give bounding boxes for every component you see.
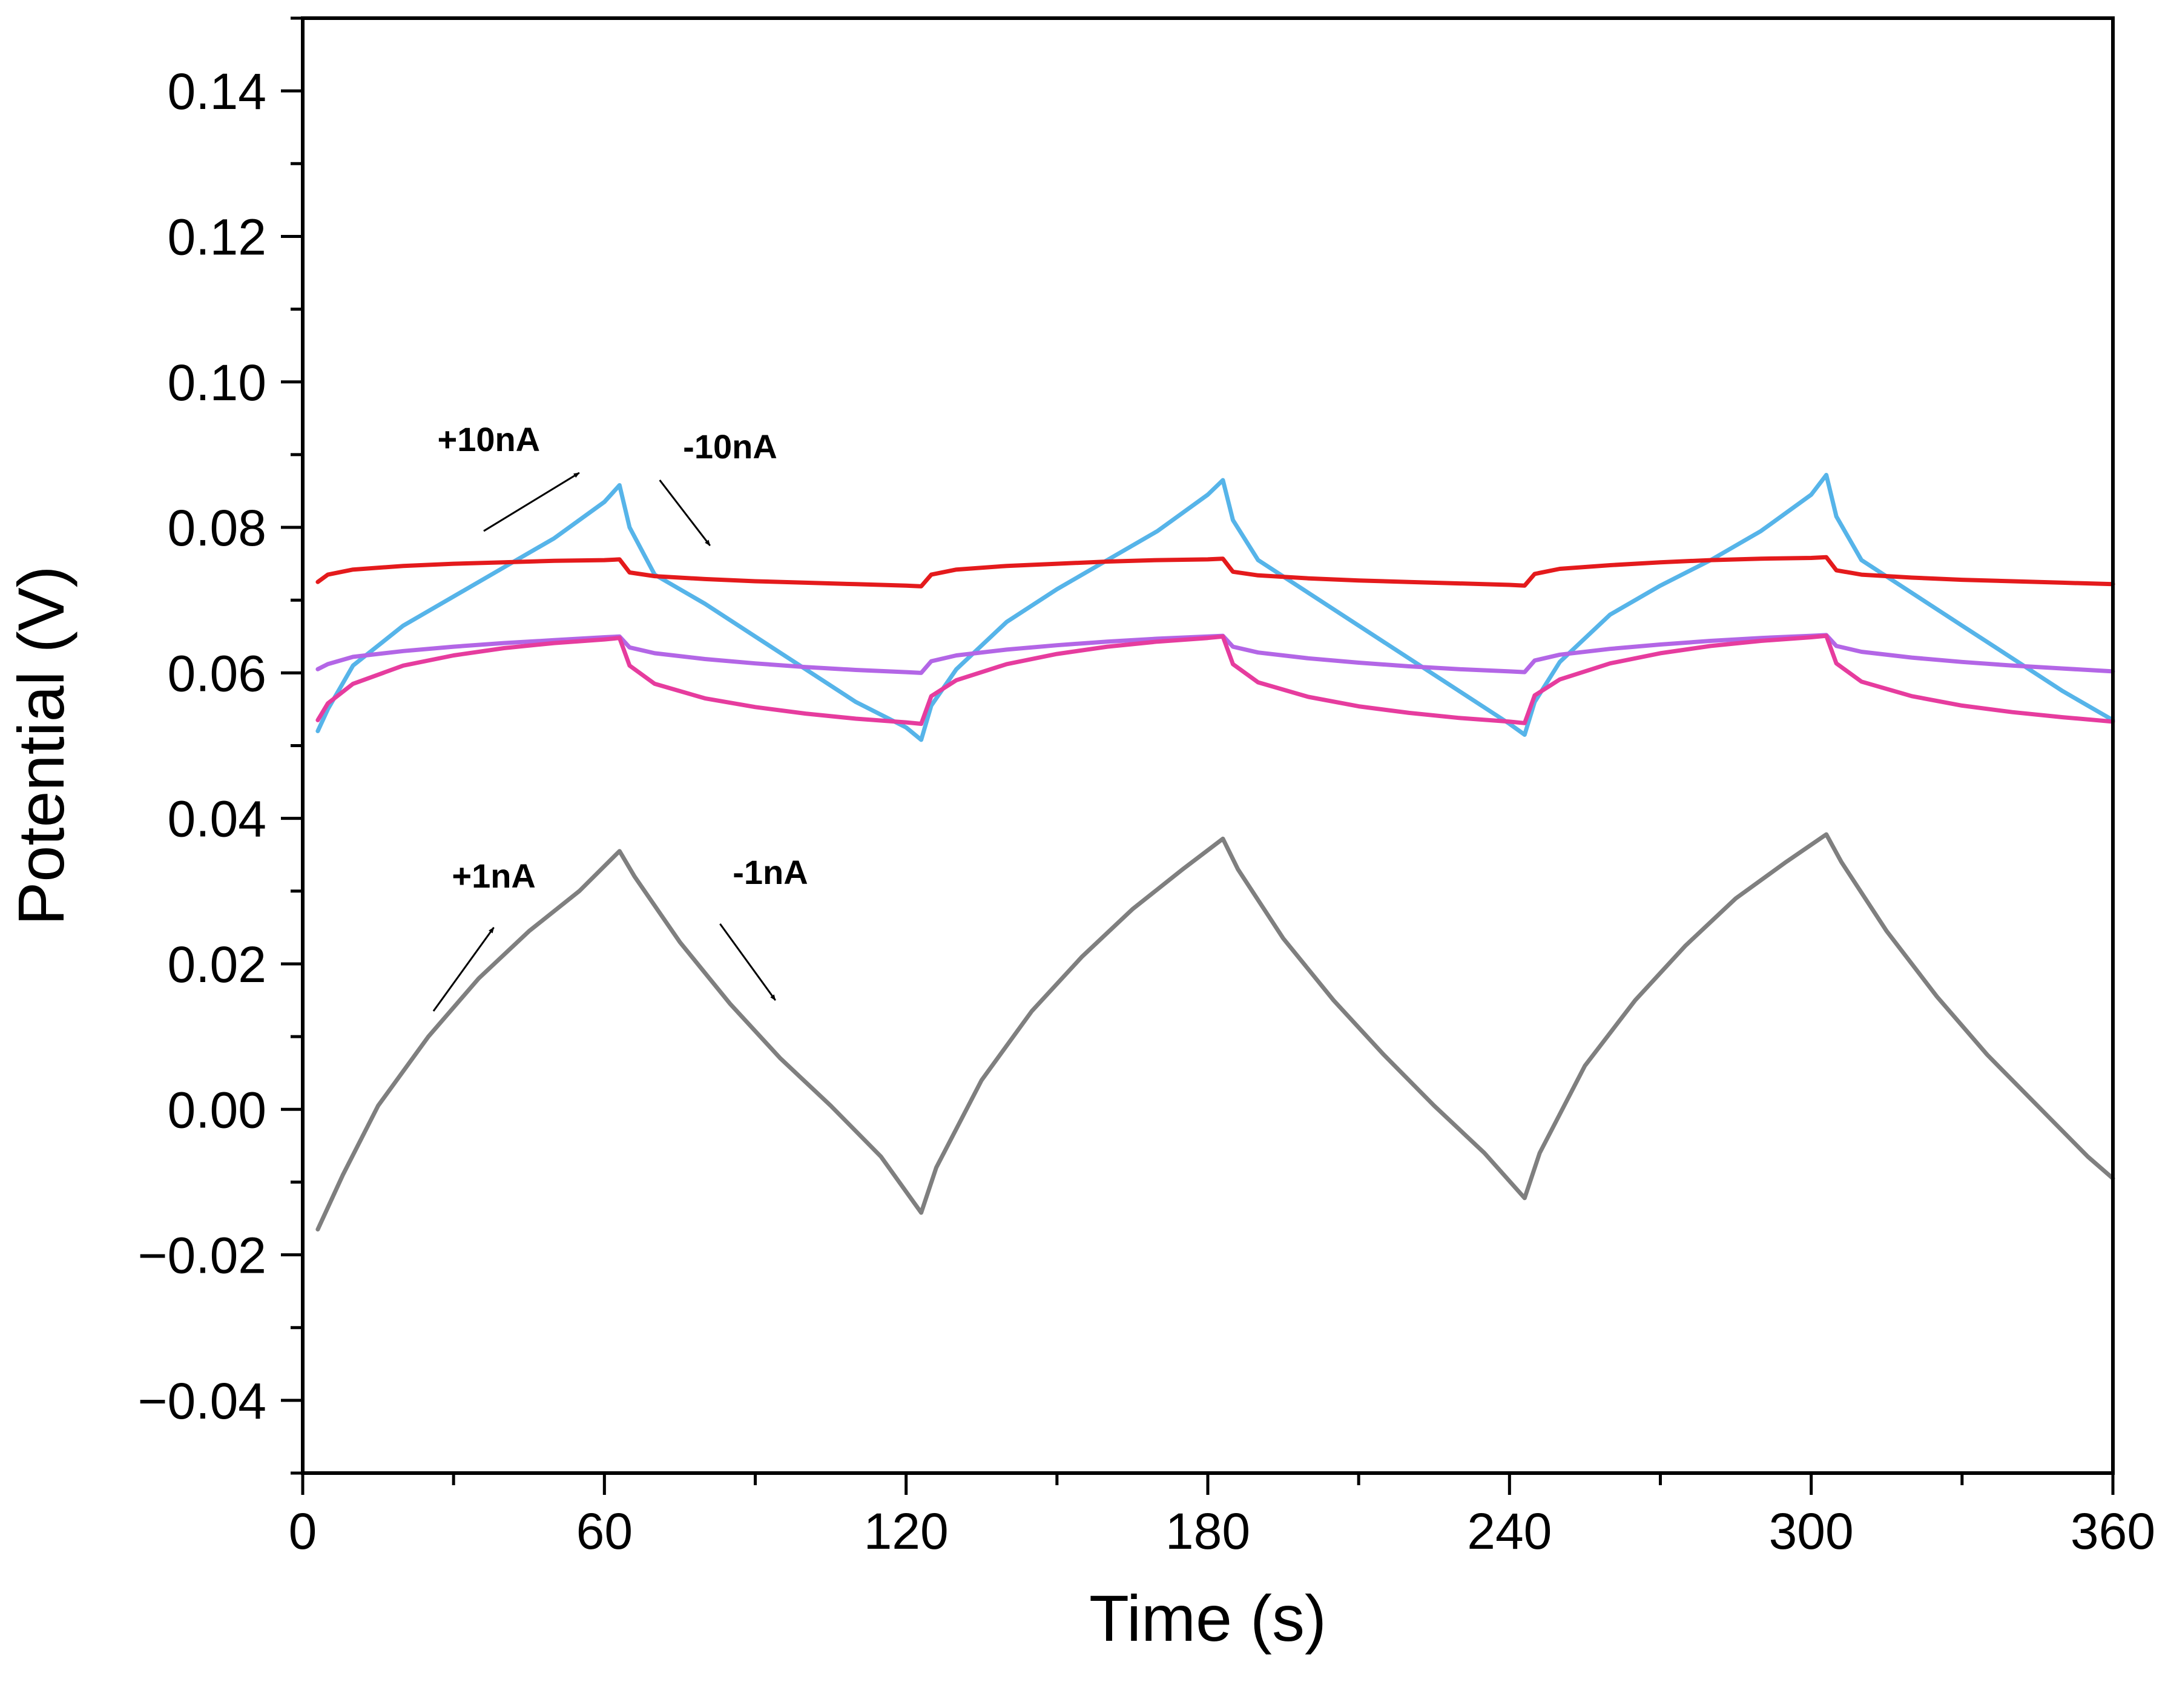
x-tick-label: 240 <box>1467 1503 1552 1560</box>
y-tick-label: 0.08 <box>168 500 267 556</box>
x-tick-label: 360 <box>2071 1503 2155 1560</box>
annotation-arrow <box>483 472 580 532</box>
tick-layer: 0 60 120 180 240 300 360 −0.04 −0.02 0.00 0.02 0.04… <box>137 16 2155 1560</box>
annotation-label: -10nA <box>683 427 777 466</box>
x-tick-label: 180 <box>1165 1503 1250 1560</box>
annotation-arrow <box>719 923 776 1001</box>
annotation-arrow <box>432 926 495 1012</box>
y-tick-label: −0.02 <box>137 1227 266 1284</box>
x-tick-label: 0 <box>289 1503 317 1560</box>
annotation-label: +1nA <box>452 857 536 895</box>
y-tick-label: 0.06 <box>168 645 267 702</box>
y-tick-label: 0.02 <box>168 936 267 993</box>
y-tick-label: 0.04 <box>168 791 267 848</box>
series-line-grey <box>315 832 2115 1232</box>
series-line-pink <box>315 633 2115 726</box>
y-tick-label: 0.14 <box>168 63 267 120</box>
y-tick-label: −0.04 <box>137 1373 266 1429</box>
x-tick-label: 120 <box>864 1503 949 1560</box>
series-line-red <box>315 555 2115 589</box>
x-axis-title: Time (s) <box>1089 1581 1326 1655</box>
annotation-label: -1nA <box>733 853 808 891</box>
y-axis-title: Potential (V) <box>4 565 77 925</box>
y-tick-label: 0.00 <box>168 1081 267 1138</box>
annotation-arrow <box>659 480 711 547</box>
y-tick-label: 0.12 <box>168 208 267 265</box>
y-tick-label: 0.10 <box>168 354 267 411</box>
plot-frame <box>301 16 2115 1475</box>
series-line-blue <box>315 473 2115 742</box>
series-layer <box>315 473 2115 1232</box>
x-tick-label: 60 <box>576 1503 633 1560</box>
x-tick-label: 300 <box>1769 1503 1854 1560</box>
annotation-layer: +10nA -10nA +1nA -1nA <box>432 420 808 1012</box>
annotation-label: +10nA <box>437 420 540 458</box>
